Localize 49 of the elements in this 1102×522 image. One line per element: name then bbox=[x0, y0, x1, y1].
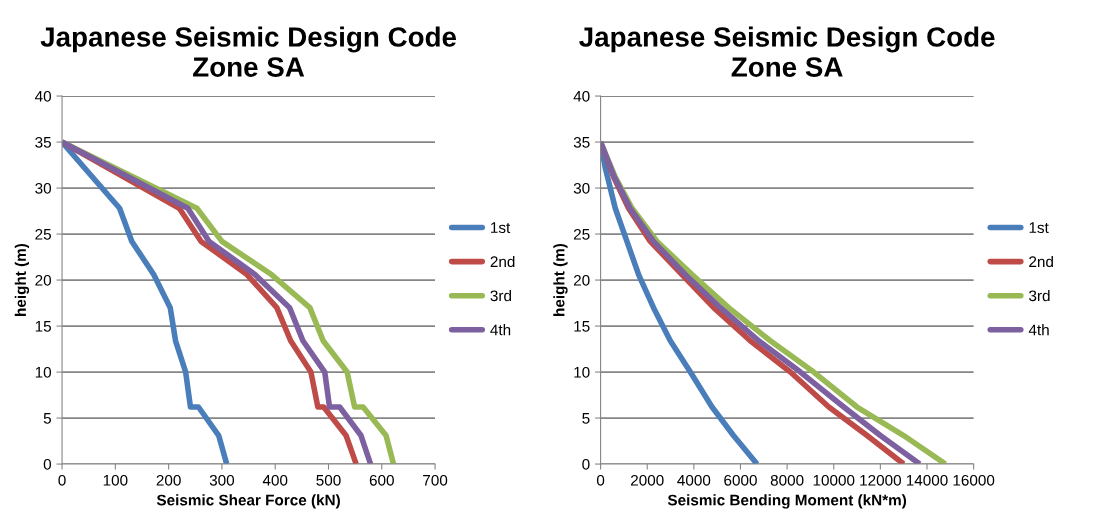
x-tick-label: 700 bbox=[423, 474, 448, 486]
x-tick-label: 400 bbox=[262, 474, 288, 486]
x-tick-label: 600 bbox=[369, 474, 394, 486]
y-tick-label: 10 bbox=[35, 366, 52, 378]
y-tick-label: 20 bbox=[35, 274, 52, 286]
x-tick-label: 200 bbox=[156, 474, 181, 486]
legend-label: 3rd bbox=[1029, 289, 1050, 302]
legend-label: 2nd bbox=[1029, 255, 1053, 268]
y-tick-label: 30 bbox=[35, 182, 52, 194]
x-tick-label: 12000 bbox=[860, 474, 902, 486]
x-tick-label: 6000 bbox=[724, 474, 757, 486]
y-axis-title: height (m) bbox=[14, 243, 30, 316]
y-tick-label: 35 bbox=[35, 136, 51, 148]
x-axis-title: Seismic Shear Force (kN) bbox=[156, 494, 340, 509]
legend-label: 1st bbox=[491, 222, 511, 233]
y-tick-label: 0 bbox=[43, 458, 52, 470]
x-tick-label: 2000 bbox=[631, 474, 664, 486]
x-tick-label: 8000 bbox=[770, 474, 804, 486]
x-tick-label: 300 bbox=[209, 474, 235, 486]
x-tick-label: 0 bbox=[58, 474, 66, 486]
y-tick-label: 40 bbox=[573, 90, 590, 102]
y-tick-label: 5 bbox=[582, 413, 590, 424]
x-tick-label: 14000 bbox=[906, 474, 948, 486]
legend-label: 4th bbox=[1028, 324, 1049, 336]
x-axis-title: Seismic Bending Moment (kN*m) bbox=[667, 494, 907, 509]
chart-title: Japanese Seismic Design Code Zone SA bbox=[40, 26, 457, 77]
legend-label: 1st bbox=[1029, 222, 1049, 233]
y-tick-label: 10 bbox=[574, 366, 590, 378]
x-tick-label: 0 bbox=[596, 474, 605, 486]
y-axis-title: height (m) bbox=[553, 243, 568, 316]
y-tick-label: 35 bbox=[573, 136, 590, 148]
legend-label: 4th bbox=[490, 324, 511, 336]
y-tick-label: 5 bbox=[43, 413, 51, 424]
y-tick-label: 30 bbox=[573, 182, 590, 194]
x-tick-label: 16000 bbox=[953, 474, 995, 486]
y-tick-label: 20 bbox=[573, 274, 590, 286]
legend-label: 3rd bbox=[490, 289, 511, 302]
x-tick-label: 100 bbox=[103, 474, 128, 486]
y-tick-label: 0 bbox=[582, 458, 590, 470]
y-tick-label: 25 bbox=[35, 228, 51, 240]
chart-title: Japanese Seismic Design Code Zone SA bbox=[579, 26, 995, 77]
legend-label: 2nd bbox=[490, 255, 515, 268]
x-tick-label: 10000 bbox=[813, 474, 855, 486]
y-tick-label: 40 bbox=[34, 90, 52, 102]
x-tick-label: 4000 bbox=[677, 474, 711, 486]
y-tick-label: 15 bbox=[574, 321, 590, 332]
y-tick-label: 15 bbox=[35, 321, 51, 332]
x-tick-label: 500 bbox=[316, 474, 341, 486]
y-tick-label: 25 bbox=[573, 228, 590, 240]
